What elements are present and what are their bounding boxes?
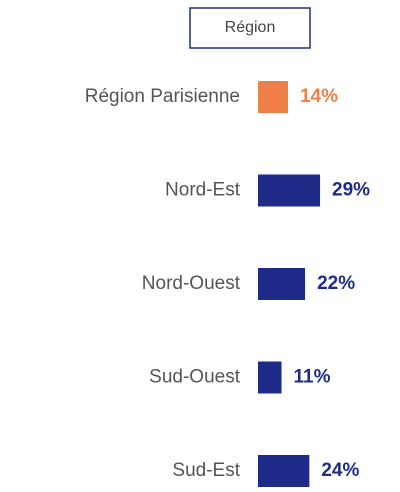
category-label: Sud-Est bbox=[172, 460, 240, 481]
title-box bbox=[189, 7, 311, 49]
bar bbox=[258, 174, 321, 207]
value-label: 24% bbox=[321, 460, 359, 481]
chart-title: Région bbox=[225, 19, 276, 36]
category-label: Nord-Est bbox=[165, 180, 241, 201]
category-label: Sud-Ouest bbox=[149, 367, 241, 388]
category-label: Nord-Ouest bbox=[142, 273, 241, 294]
category-label: Région Parisienne bbox=[85, 86, 240, 107]
value-label: 14% bbox=[300, 86, 338, 107]
value-label: 22% bbox=[317, 273, 355, 294]
bar bbox=[258, 361, 282, 394]
bar bbox=[258, 455, 310, 487]
value-label: 29% bbox=[332, 180, 370, 201]
bar bbox=[258, 81, 288, 113]
value-label: 11% bbox=[294, 367, 331, 388]
bar bbox=[258, 268, 306, 300]
